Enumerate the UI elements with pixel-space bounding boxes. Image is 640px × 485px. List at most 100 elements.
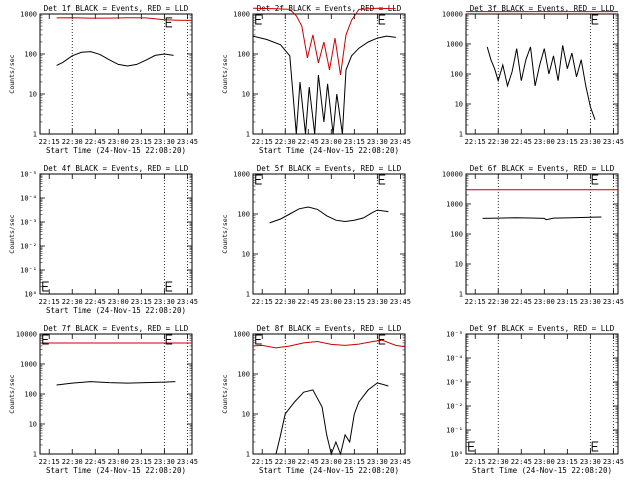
y-tick-label: 1 <box>246 131 250 139</box>
x-tick-label: 23:30 <box>367 298 388 306</box>
x-tick-label: 22:45 <box>298 138 319 146</box>
series-line-events <box>252 35 396 135</box>
x-tick-label: 23:45 <box>390 298 411 306</box>
chart-title: Det 5f BLACK = Events, RED = LLD <box>257 164 402 173</box>
y-tick-label: 10⁻⁵ <box>20 171 37 179</box>
y-tick-label: 1 <box>459 291 463 299</box>
x-tick-label: 23:00 <box>534 138 555 146</box>
x-tick-label: 23:30 <box>580 298 601 306</box>
x-tick-label: 22:30 <box>62 138 83 146</box>
y-tick-label: 10⁻⁴ <box>446 355 463 363</box>
e-marker <box>165 334 173 345</box>
plot-frame <box>465 333 619 455</box>
x-tick-label: 23:15 <box>344 458 365 466</box>
y-tick-label: 1 <box>246 451 250 459</box>
y-tick-label: 10⁻³ <box>20 219 37 227</box>
x-tick-label: 22:45 <box>511 458 532 466</box>
plot-frame <box>465 173 619 295</box>
x-tick-label: 23:00 <box>321 138 342 146</box>
e-marker <box>255 174 262 185</box>
y-tick-label: 100 <box>237 371 250 379</box>
x-tick-label: 22:15 <box>252 138 273 146</box>
e-marker <box>378 174 386 185</box>
x-tick-label: 22:15 <box>465 458 486 466</box>
chart-title: Det 3f BLACK = Events, RED = LLD <box>470 4 615 13</box>
x-tick-label: 23:45 <box>603 298 624 306</box>
x-tick-label: 23:15 <box>131 458 152 466</box>
x-tick-label: 23:45 <box>177 458 198 466</box>
chart-title: Det 6f BLACK = Events, RED = LLD <box>470 164 615 173</box>
y-tick-label: 1000 <box>20 11 37 19</box>
y-tick-label: 10⁻¹ <box>446 427 463 435</box>
chart-panel-8: Det 8f BLACK = Events, RED = LLD 1 10 100 10… <box>221 324 411 475</box>
x-tick-label: 22:30 <box>62 458 83 466</box>
chart-panel-6: Det 6f BLACK = Events, RED = LLD 1 10 100 10… <box>442 164 624 306</box>
y-tick-label: 100 <box>450 231 463 239</box>
y-tick-label: 10000 <box>16 331 37 339</box>
x-tick-label: 23:30 <box>367 138 388 146</box>
plot-frame <box>39 333 193 455</box>
x-tick-label: 23:30 <box>154 458 175 466</box>
x-tick-label: 22:45 <box>85 138 106 146</box>
x-tick-label: 23:45 <box>177 138 198 146</box>
series-line-lld <box>252 7 396 75</box>
x-tick-label: 23:15 <box>131 298 152 306</box>
x-tick-label: 22:45 <box>511 298 532 306</box>
x-axis-label: Start Time (24-Nov-15 22:08:20) <box>259 146 399 155</box>
y-tick-label: 10⁻³ <box>446 379 463 387</box>
e-marker <box>165 17 173 28</box>
x-tick-label: 22:15 <box>252 298 273 306</box>
series-line-events <box>269 206 389 224</box>
e-marker <box>255 334 262 345</box>
x-tick-label: 22:15 <box>465 138 486 146</box>
y-tick-label: 1 <box>459 131 463 139</box>
y-tick-label: 10⁻¹ <box>20 267 37 275</box>
x-axis-label: Start Time (24-Nov-15 22:08:20) <box>46 146 186 155</box>
x-tick-label: 22:45 <box>511 138 532 146</box>
y-tick-label: 1000 <box>446 201 463 209</box>
plot-frame <box>39 173 193 295</box>
y-tick-label: 10⁻² <box>20 243 37 251</box>
x-tick-label: 23:30 <box>154 298 175 306</box>
x-tick-label: 22:30 <box>488 138 509 146</box>
series-line-events <box>482 216 602 221</box>
y-tick-label: 10⁻⁴ <box>20 195 37 203</box>
y-tick-label: 100 <box>450 71 463 79</box>
y-axis-label: Counts/sec <box>8 214 16 253</box>
x-tick-label: 22:15 <box>39 138 60 146</box>
e-marker <box>255 14 262 25</box>
y-tick-label: 10⁻² <box>446 403 463 411</box>
y-tick-label: 10⁻⁵ <box>446 331 463 339</box>
x-axis-label: Start Time (24-Nov-15 22:08:20) <box>46 306 186 315</box>
x-tick-label: 23:30 <box>154 138 175 146</box>
y-tick-label: 10 <box>242 251 250 259</box>
y-tick-label: 10 <box>29 91 37 99</box>
y-axis-label: Counts/sec <box>221 54 229 93</box>
x-tick-label: 23:00 <box>108 138 129 146</box>
y-tick-label: 10 <box>29 421 37 429</box>
x-tick-label: 23:15 <box>344 138 365 146</box>
y-tick-label: 1 <box>246 291 250 299</box>
series-line-lld <box>252 339 406 349</box>
y-axis-label: Counts/sec <box>221 214 229 253</box>
y-tick-label: 100 <box>237 211 250 219</box>
chart-title: Det 4f BLACK = Events, RED = LLD <box>44 164 189 173</box>
e-marker <box>378 334 386 345</box>
x-axis-label: Start Time (24-Nov-15 22:08:20) <box>259 466 399 475</box>
plot-frame <box>252 13 406 135</box>
chart-panel-1: Det 1f BLACK = Events, RED = LLD 1 10 100 10… <box>8 4 198 155</box>
chart-panel-4: Det 4f BLACK = Events, RED = LLD 10⁰ 10⁻¹ 1… <box>8 164 198 315</box>
x-tick-label: 23:15 <box>131 138 152 146</box>
chart-panel-9: Det 9f BLACK = Events, RED = LLD 10⁰ 10⁻¹ 1… <box>446 324 624 475</box>
x-tick-label: 22:45 <box>85 458 106 466</box>
x-tick-label: 23:00 <box>321 298 342 306</box>
chart-title: Det 8f BLACK = Events, RED = LLD <box>257 324 402 333</box>
x-tick-label: 23:00 <box>108 298 129 306</box>
chart-panel-5: Det 5f BLACK = Events, RED = LLD 1 10 100 10… <box>221 164 411 306</box>
e-marker <box>468 441 475 452</box>
chart-title: Det 7f BLACK = Events, RED = LLD <box>44 324 189 333</box>
e-marker <box>591 14 599 25</box>
x-tick-label: 23:00 <box>108 458 129 466</box>
